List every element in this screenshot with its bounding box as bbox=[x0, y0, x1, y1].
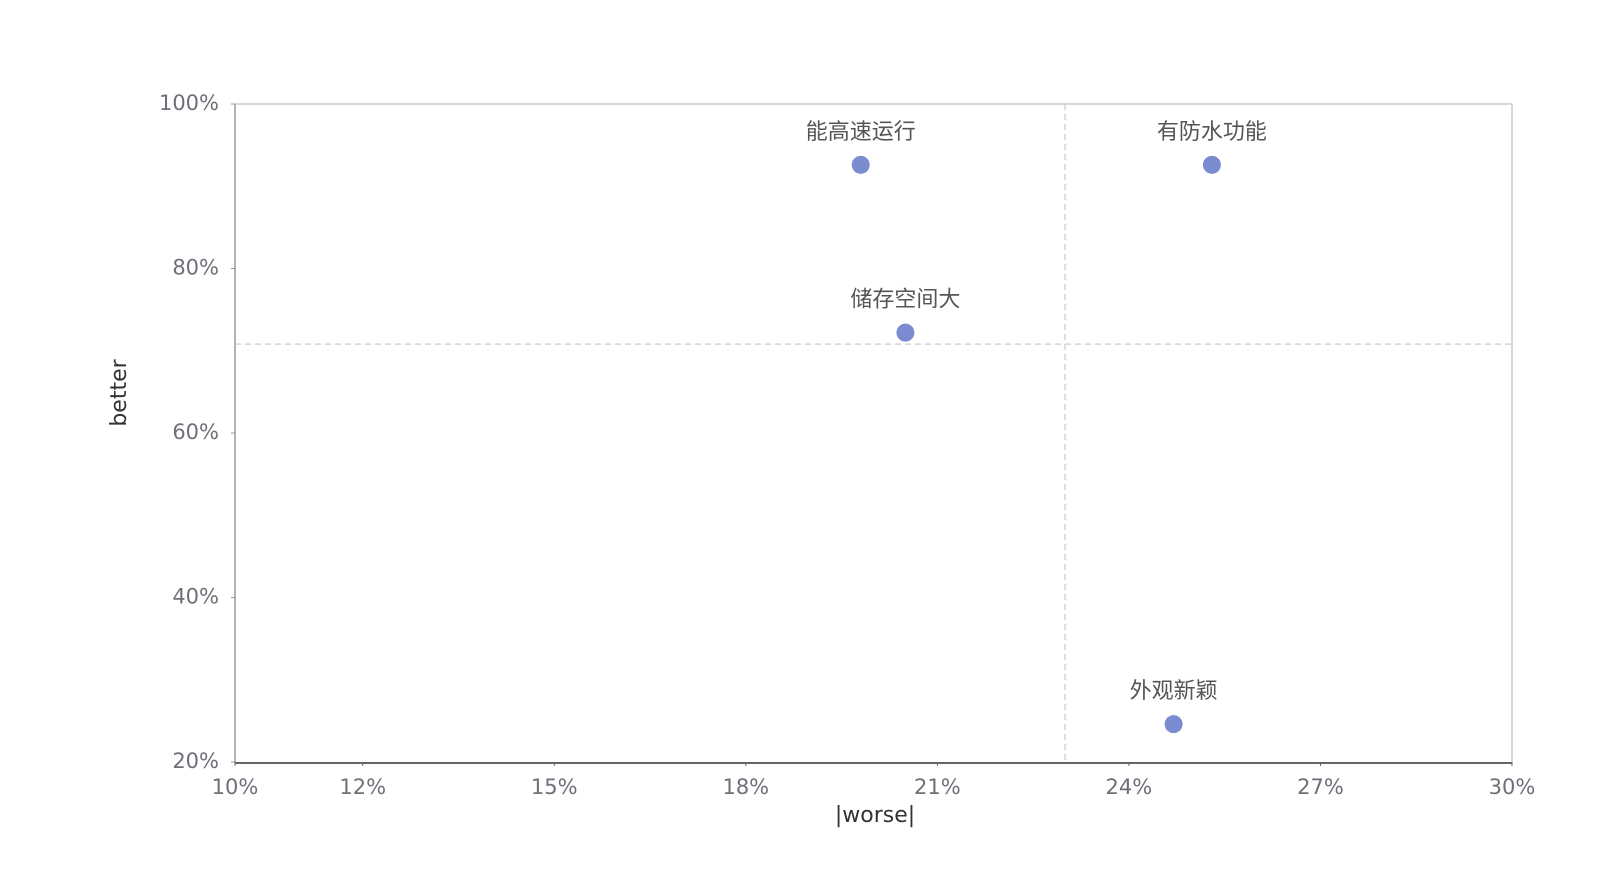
point-label: 储存空间大 bbox=[850, 288, 960, 313]
point bbox=[851, 155, 870, 174]
x-tick-label: 10% bbox=[212, 775, 259, 799]
point bbox=[896, 323, 915, 342]
y-tick-label: 60% bbox=[172, 420, 219, 444]
point bbox=[1164, 715, 1183, 734]
point-label: 外观新颖 bbox=[1130, 679, 1218, 704]
x-tick-label: 27% bbox=[1297, 775, 1344, 799]
y-tick-label: 80% bbox=[172, 256, 219, 280]
y-tick-label: 40% bbox=[172, 585, 219, 609]
x-axis-title: |worse| bbox=[835, 803, 915, 828]
x-tick-label: 21% bbox=[914, 775, 961, 799]
x-tick-label: 18% bbox=[722, 775, 769, 799]
point-label: 有防水功能 bbox=[1157, 120, 1267, 145]
x-tick-label: 15% bbox=[531, 775, 578, 799]
x-tick-label: 12% bbox=[339, 775, 386, 799]
x-tick-label: 24% bbox=[1106, 775, 1153, 799]
point-label: 能高速运行 bbox=[806, 120, 916, 145]
x-tick-label: 30% bbox=[1489, 775, 1536, 799]
y-axis-title: better bbox=[107, 358, 132, 426]
y-tick-label: 100% bbox=[159, 91, 219, 115]
y-tick-label: 20% bbox=[172, 749, 219, 773]
point bbox=[1202, 155, 1221, 174]
